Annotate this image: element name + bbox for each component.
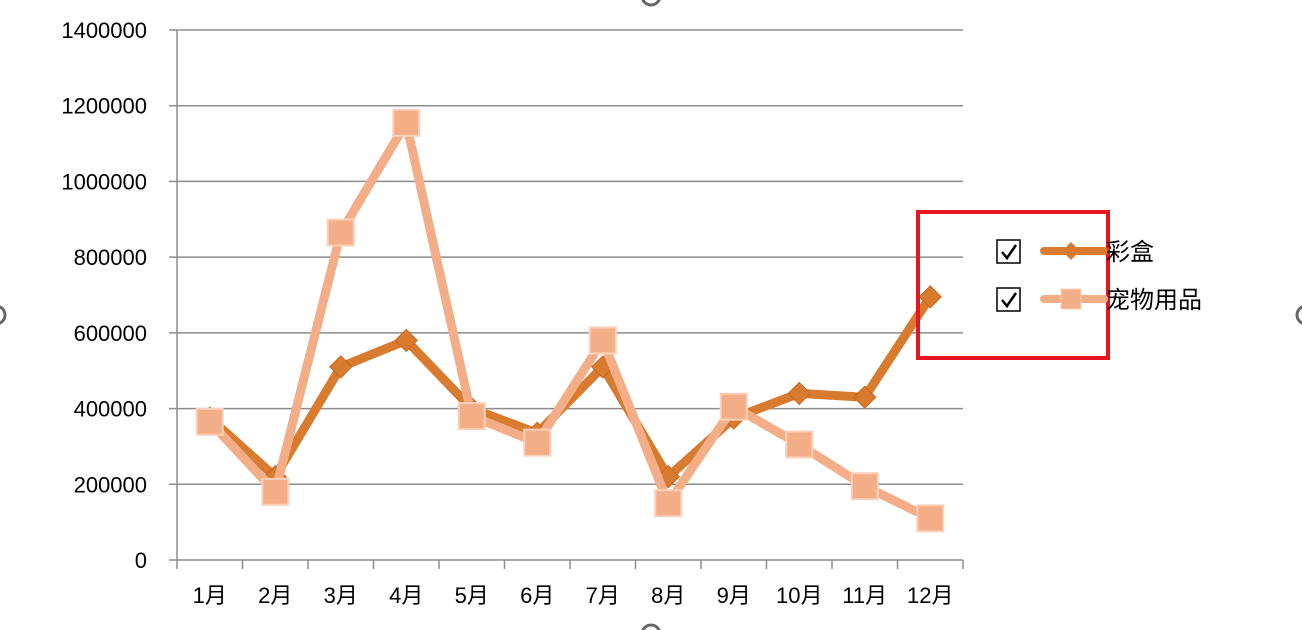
legend-checkbox[interactable]	[996, 239, 1021, 264]
y-tick-label: 600000	[74, 321, 147, 346]
data-point-diamond[interactable]	[329, 355, 353, 379]
x-tick-label: 8月	[651, 583, 685, 608]
x-tick-label: 12月	[907, 583, 953, 608]
data-point-diamond[interactable]	[787, 381, 811, 406]
y-tick-label: 200000	[74, 472, 147, 497]
axes: 0 200000 400000 600000 800000 1000000 1200000 1…	[61, 18, 964, 608]
data-point-square[interactable]	[785, 430, 814, 459]
legend-highlight-box	[916, 210, 1110, 360]
data-point-square[interactable]	[719, 392, 748, 421]
selection-handle-top[interactable]	[641, 0, 661, 7]
data-point-diamond[interactable]	[394, 328, 418, 353]
selection-handle-left[interactable]	[0, 305, 7, 325]
data-point-square[interactable]	[588, 326, 617, 355]
gridlines	[177, 29, 963, 486]
data-point-square[interactable]	[654, 489, 683, 518]
y-tick-label: 800000	[74, 245, 147, 270]
x-tick-label: 1月	[193, 583, 227, 608]
data-point-diamond[interactable]	[853, 385, 877, 409]
data-point-square[interactable]	[850, 472, 879, 501]
y-tick-label: 400000	[74, 397, 147, 422]
y-tick-label: 1200000	[61, 94, 147, 119]
x-tick-label: 2月	[258, 583, 292, 608]
checkmark-icon	[1001, 292, 1018, 309]
x-tick-label: 4月	[389, 583, 423, 608]
legend-label: 宠物用品	[1106, 286, 1202, 314]
data-point-square[interactable]	[523, 428, 552, 457]
y-tick-label: 0	[135, 548, 147, 573]
data-point-square[interactable]	[916, 504, 945, 533]
data-point-square[interactable]	[457, 402, 486, 431]
x-tick-label: 10月	[776, 583, 822, 608]
selection-handle-right[interactable]	[1295, 305, 1302, 325]
x-tick-label: 11月	[842, 583, 887, 608]
legend-item[interactable]: 宠物用品	[996, 286, 1202, 314]
x-tick-label: 9月	[717, 583, 751, 608]
legend-item[interactable]: 彩盒	[996, 238, 1154, 266]
x-tick-label: 3月	[324, 583, 358, 608]
x-tick-label: 5月	[455, 583, 489, 608]
legend-label: 彩盒	[1106, 238, 1154, 266]
legend-marker-diamond	[1062, 242, 1080, 260]
x-tick-label: 6月	[520, 583, 554, 608]
data-point-square[interactable]	[326, 218, 355, 247]
data-point-square[interactable]	[261, 477, 290, 506]
checkmark-icon	[1001, 244, 1018, 261]
y-tick-label: 1400000	[61, 18, 147, 43]
data-point-diamond[interactable]	[918, 285, 942, 309]
data-point-square[interactable]	[195, 407, 224, 436]
x-tick-label: 7月	[586, 583, 620, 608]
legend-checkbox[interactable]	[996, 287, 1021, 312]
legend-marker-square	[1060, 288, 1082, 310]
series-layer	[195, 108, 945, 533]
data-point-square[interactable]	[392, 108, 421, 137]
selection-handle-bottom[interactable]	[641, 623, 661, 630]
series-2[interactable]	[195, 108, 945, 533]
y-tick-label: 1000000	[61, 169, 147, 194]
